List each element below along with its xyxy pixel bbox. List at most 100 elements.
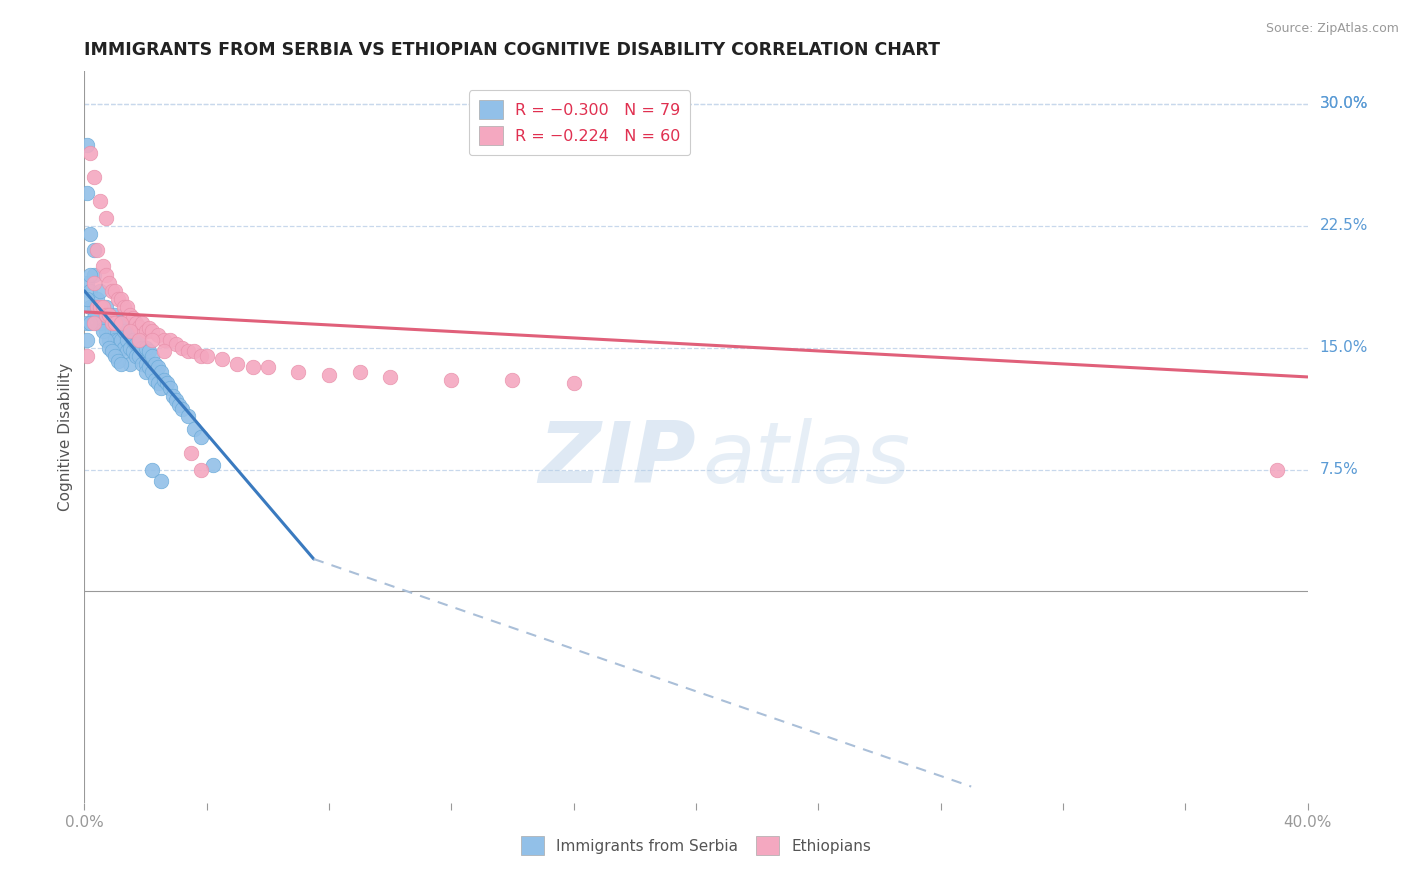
Point bbox=[172, 341, 194, 355]
Point bbox=[135, 357, 157, 371]
Point bbox=[128, 333, 150, 347]
Point bbox=[211, 352, 233, 367]
Point bbox=[318, 368, 340, 383]
Point bbox=[122, 311, 145, 326]
Point bbox=[89, 284, 111, 298]
Point bbox=[107, 333, 129, 347]
Point bbox=[76, 137, 98, 152]
Point bbox=[110, 357, 132, 371]
Point bbox=[115, 333, 138, 347]
Point bbox=[502, 373, 524, 387]
Text: 30.0%: 30.0% bbox=[1320, 96, 1368, 112]
Text: 30.0%: 30.0% bbox=[1320, 96, 1368, 112]
Point bbox=[76, 186, 98, 201]
Point bbox=[76, 276, 98, 290]
Point bbox=[89, 300, 111, 314]
Point bbox=[91, 308, 114, 322]
Point bbox=[141, 333, 163, 347]
Point bbox=[83, 316, 105, 330]
Point bbox=[146, 360, 169, 375]
Point bbox=[112, 341, 135, 355]
Point bbox=[110, 333, 132, 347]
Point bbox=[120, 341, 142, 355]
Point bbox=[110, 316, 132, 330]
Point bbox=[86, 308, 108, 322]
Point bbox=[159, 381, 181, 395]
Point bbox=[120, 325, 142, 339]
Point bbox=[122, 333, 145, 347]
Point bbox=[76, 316, 98, 330]
Point bbox=[86, 243, 108, 257]
Legend: Immigrants from Serbia, Ethiopians: Immigrants from Serbia, Ethiopians bbox=[515, 830, 877, 861]
Point bbox=[91, 260, 114, 274]
Point bbox=[101, 325, 124, 339]
Point bbox=[83, 169, 105, 184]
Point bbox=[104, 284, 127, 298]
Point bbox=[138, 343, 160, 358]
Point bbox=[562, 376, 585, 391]
Point bbox=[91, 316, 114, 330]
Point bbox=[79, 145, 101, 160]
Point bbox=[177, 343, 200, 358]
Point bbox=[131, 341, 153, 355]
Point bbox=[110, 292, 132, 306]
Text: ZIP: ZIP bbox=[538, 417, 696, 500]
Point bbox=[380, 370, 402, 384]
Point bbox=[94, 211, 117, 225]
Point bbox=[1265, 462, 1288, 476]
Point bbox=[149, 365, 172, 379]
Point bbox=[153, 373, 176, 387]
Point bbox=[165, 337, 187, 351]
Point bbox=[201, 458, 224, 472]
Point bbox=[89, 316, 111, 330]
Point bbox=[76, 333, 98, 347]
Point bbox=[104, 333, 127, 347]
Point bbox=[86, 316, 108, 330]
Text: atlas: atlas bbox=[702, 417, 910, 500]
Point bbox=[79, 268, 101, 282]
Point bbox=[76, 349, 98, 363]
Point bbox=[91, 300, 114, 314]
Point bbox=[76, 292, 98, 306]
Point bbox=[83, 276, 105, 290]
Point bbox=[180, 446, 202, 460]
Point bbox=[83, 268, 105, 282]
Point bbox=[141, 325, 163, 339]
Point bbox=[97, 308, 120, 322]
Point bbox=[89, 194, 111, 209]
Point bbox=[141, 349, 163, 363]
Point bbox=[135, 341, 157, 355]
Point bbox=[79, 284, 101, 298]
Point bbox=[94, 325, 117, 339]
Point bbox=[94, 268, 117, 282]
Point bbox=[128, 319, 150, 334]
Point bbox=[107, 353, 129, 368]
Point bbox=[167, 398, 190, 412]
Point bbox=[101, 343, 124, 358]
Point bbox=[104, 325, 127, 339]
Point bbox=[153, 333, 176, 347]
Point bbox=[112, 300, 135, 314]
Point bbox=[125, 349, 148, 363]
Point bbox=[94, 308, 117, 322]
Point bbox=[190, 430, 212, 444]
Point bbox=[165, 392, 187, 407]
Point bbox=[101, 316, 124, 330]
Point bbox=[86, 292, 108, 306]
Point bbox=[83, 311, 105, 326]
Point bbox=[112, 325, 135, 339]
Point bbox=[104, 349, 127, 363]
Point bbox=[226, 357, 249, 371]
Y-axis label: Cognitive Disability: Cognitive Disability bbox=[58, 363, 73, 511]
Point bbox=[97, 333, 120, 347]
Point bbox=[190, 462, 212, 476]
Point bbox=[190, 349, 212, 363]
Point bbox=[146, 327, 169, 342]
Point bbox=[101, 316, 124, 330]
Point bbox=[242, 360, 264, 375]
Point bbox=[128, 349, 150, 363]
Point bbox=[83, 243, 105, 257]
Text: Source: ZipAtlas.com: Source: ZipAtlas.com bbox=[1265, 22, 1399, 36]
Point bbox=[125, 337, 148, 351]
Point bbox=[101, 284, 124, 298]
